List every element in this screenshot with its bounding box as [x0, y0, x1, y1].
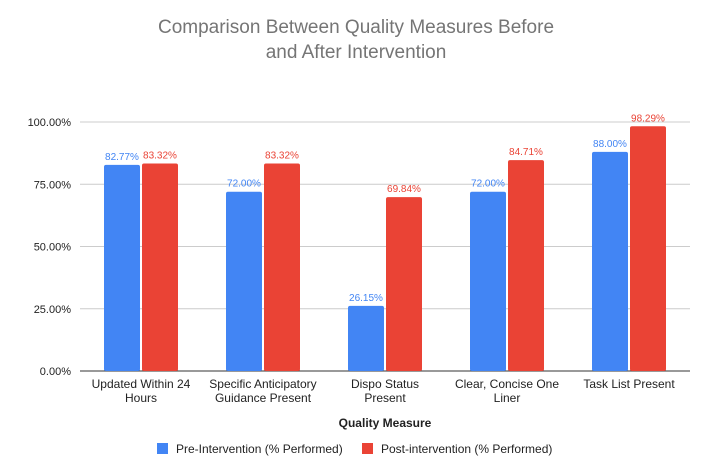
- bar-post: [630, 126, 666, 371]
- data-label: 69.84%: [387, 184, 421, 195]
- data-label: 98.29%: [631, 113, 665, 124]
- data-label: 72.00%: [471, 179, 505, 190]
- x-tick-label: Dispo Status: [351, 377, 419, 391]
- chart-title-line-1: Comparison Between Quality Measures Befo…: [158, 17, 554, 38]
- bar-pre: [348, 305, 384, 371]
- x-tick-label: Task List Present: [583, 377, 675, 391]
- data-label: 82.77%: [105, 152, 139, 163]
- y-tick-label: 50.00%: [34, 242, 72, 254]
- data-label: 72.00%: [227, 179, 261, 190]
- bar-post: [264, 163, 300, 371]
- x-tick-label: Specific Anticipatory: [209, 377, 316, 391]
- x-tick-label: Updated Within 24: [92, 377, 191, 391]
- x-tick-label: Liner: [494, 391, 521, 405]
- x-tick-label: Guidance Present: [215, 391, 312, 405]
- x-tick-label: Hours: [125, 391, 157, 405]
- bar-post: [142, 163, 178, 371]
- y-tick-label: 0.00%: [40, 366, 71, 378]
- data-label: 88.00%: [593, 139, 627, 150]
- bar-pre: [226, 191, 262, 371]
- data-label: 26.15%: [349, 293, 383, 304]
- legend-swatch-pre: [157, 443, 168, 454]
- x-tick-label: Clear, Concise One: [455, 377, 559, 391]
- bar-pre: [592, 151, 628, 371]
- legend-label: Pre-Intervention (% Performed): [176, 442, 343, 456]
- chart-title-line-2: and After Intervention: [266, 42, 447, 63]
- data-label: 83.32%: [143, 151, 177, 162]
- y-tick-label: 75.00%: [34, 179, 72, 191]
- legend-label: Post-intervention (% Performed): [381, 442, 552, 456]
- y-tick-label: 25.00%: [34, 304, 72, 316]
- bar-pre: [104, 164, 140, 371]
- x-tick-label: Present: [364, 391, 406, 405]
- y-tick-label: 100.00%: [28, 117, 72, 129]
- bar-post: [386, 197, 422, 371]
- data-label: 84.71%: [509, 147, 543, 158]
- data-label: 83.32%: [265, 151, 299, 162]
- bar-pre: [470, 191, 506, 371]
- legend-swatch-post: [362, 443, 373, 454]
- x-axis-title: Quality Measure: [339, 416, 432, 430]
- bar-post: [508, 160, 544, 371]
